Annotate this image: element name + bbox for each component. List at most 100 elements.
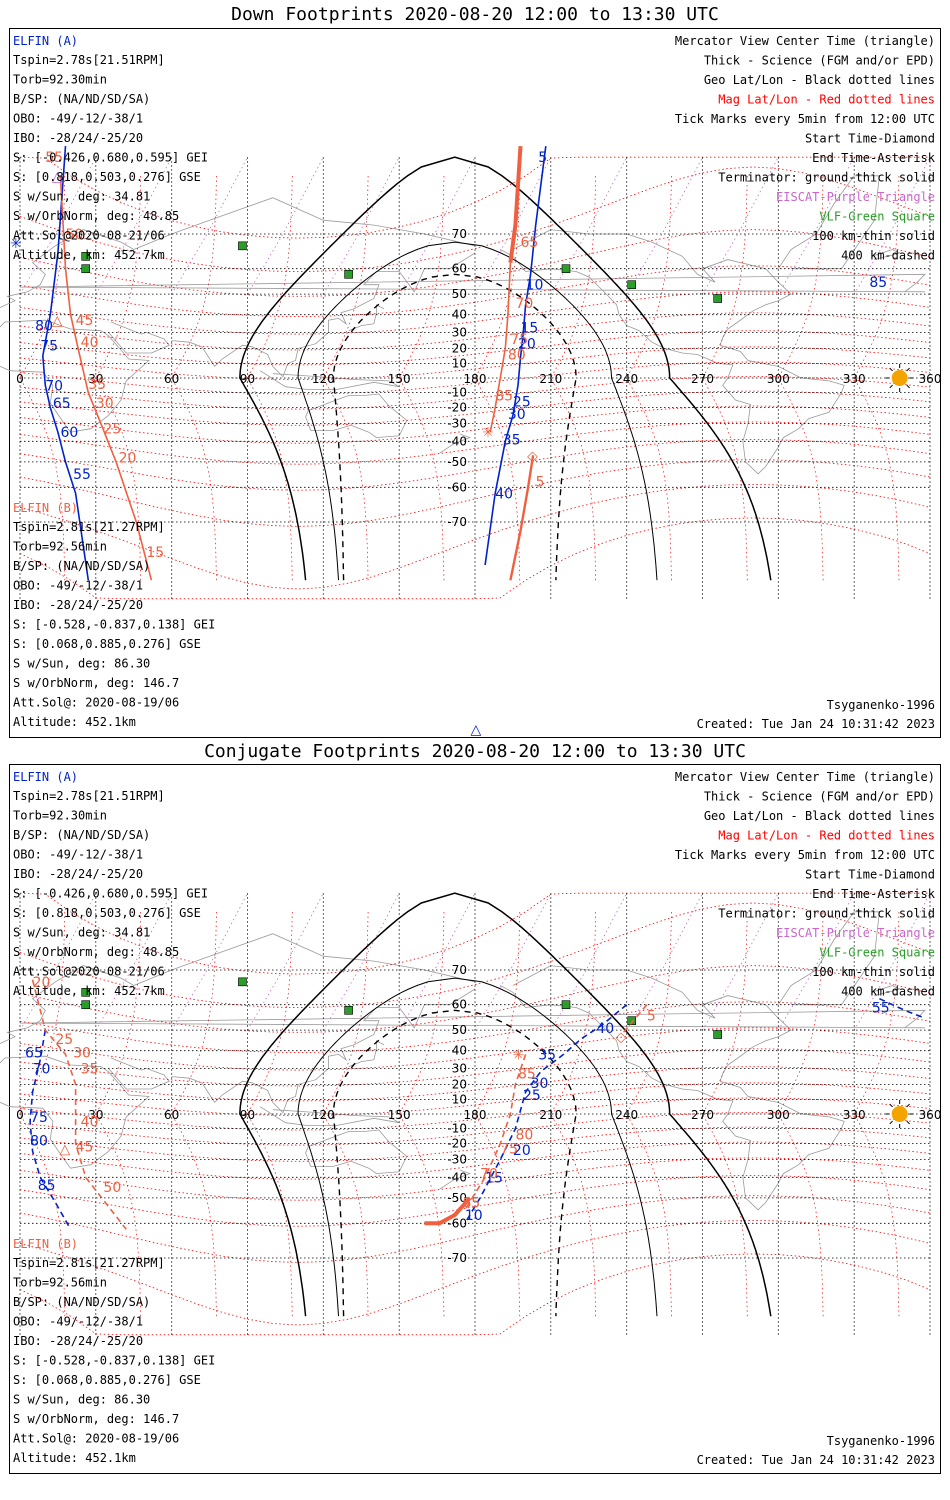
coastline bbox=[19, 273, 926, 293]
elfin-a-info-line: IBO: -28/24/-25/20 bbox=[13, 867, 143, 881]
terminator-100km-line bbox=[297, 977, 658, 1317]
lat-tick-label: -60 bbox=[447, 1216, 467, 1230]
elfin-a-time-label: 75 bbox=[30, 1110, 48, 1126]
terminator-400km-line bbox=[332, 273, 577, 581]
lon-tick-label: 120 bbox=[312, 372, 335, 386]
lat-tick-label: 20 bbox=[452, 1077, 467, 1091]
elfin-b-info-line: B/SP: (NA/ND/SD/SA) bbox=[13, 559, 150, 573]
lon-tick-label: 240 bbox=[615, 1108, 638, 1122]
elfin-b-time-label: 35 bbox=[81, 1061, 99, 1077]
legend-item: Mercator View Center Time (triangle) bbox=[675, 34, 935, 48]
purple-dotted-line bbox=[777, 157, 855, 295]
elfin-b-info-line: Att.Sol@: 2020-08-19/06 bbox=[13, 1432, 179, 1446]
purple-dotted-line bbox=[474, 893, 552, 1031]
elfin-a-header: ELFIN (A) bbox=[13, 34, 78, 48]
mag-lat-line bbox=[19, 166, 931, 272]
purple-dotted-line bbox=[474, 157, 552, 295]
elfin-a-track-east bbox=[879, 997, 926, 1019]
coastline bbox=[439, 433, 472, 454]
lat-tick-label: 40 bbox=[452, 1044, 467, 1058]
sun-ray bbox=[889, 1103, 893, 1108]
elfin-a-track bbox=[484, 145, 547, 566]
mag-lat-line bbox=[19, 1157, 931, 1201]
elfin-b-track-science bbox=[508, 145, 523, 263]
lat-tick-label: 30 bbox=[452, 325, 467, 339]
model-name: Tsyganenko-1996 bbox=[827, 1434, 935, 1448]
lon-tick-label: 360 bbox=[919, 1108, 942, 1122]
elfin-a-time-label: 40 bbox=[495, 486, 513, 502]
legend-item: Terminator: ground-thick solid bbox=[718, 171, 935, 185]
coastline bbox=[19, 1009, 926, 1029]
purple-dotted-line bbox=[853, 893, 931, 1031]
elfin-b-info-line: S: [0.068,0.885,0.276] GSE bbox=[13, 1373, 201, 1387]
elfin-b-time-label: 40 bbox=[81, 1114, 99, 1130]
elfin-a-time-label: 65 bbox=[25, 1046, 43, 1062]
panel-title-conjugate: Conjugate Footprints 2020-08-20 12:00 to… bbox=[204, 741, 746, 762]
elfin-b-info-line: S: [-0.528,-0.837,0.138] GEI bbox=[13, 1354, 215, 1368]
lon-tick-label: 30 bbox=[88, 1108, 103, 1122]
map-panel-conjugate: 0 30 60 90 120 150 180 210 240 270 300 330 360 70 60 50… bbox=[0, 764, 942, 1474]
elfin-b-time-label: 5 bbox=[536, 475, 545, 491]
elfin-b-info-line: Tspin=2.81s[21.27RPM] bbox=[13, 1256, 165, 1270]
elfin-b-time-label: 75 bbox=[510, 332, 528, 348]
elfin-a-time-label: 55 bbox=[73, 467, 91, 483]
elfin-a-time-label: 20 bbox=[513, 1143, 531, 1159]
legend-item: Start Time-Diamond bbox=[805, 132, 935, 146]
elfin-b-time-label: 25 bbox=[103, 422, 121, 438]
lat-tick-label: -20 bbox=[447, 401, 467, 415]
vlf-green-square bbox=[627, 1016, 637, 1025]
elfin-a-info-line: OBO: -49/-12/-38/1 bbox=[13, 848, 143, 862]
elfin-a-time-label: 35 bbox=[503, 432, 521, 448]
lon-tick-label: 210 bbox=[539, 372, 562, 386]
lat-tick-label: 50 bbox=[452, 287, 467, 301]
elfin-b-info: ELFIN (B) Tspin=2.81s[21.27RPM] Torb=92.56… bbox=[13, 1237, 215, 1465]
vlf-green-square bbox=[561, 1000, 571, 1009]
elfin-a-time-label: 5 bbox=[538, 150, 547, 166]
vlf-green-square bbox=[627, 280, 637, 289]
created-timestamp: Created: Tue Jan 24 10:31:42 2023 bbox=[697, 1453, 935, 1467]
legend-item: 100 km-thin solid bbox=[812, 965, 935, 979]
elfin-a-info-line: S: [-0.426,0.680,0.595] GEI bbox=[13, 887, 208, 901]
elfin-a-info-line: Torb=92.30min bbox=[13, 809, 107, 823]
lon-tick-label: 90 bbox=[240, 1108, 255, 1122]
lat-tick-label: -30 bbox=[447, 1153, 467, 1167]
elfin-a-info-line: S w/Sun, deg: 34.81 bbox=[13, 190, 150, 204]
legend-item: EISCAT-Purple Triangle bbox=[776, 190, 935, 204]
purple-dotted-line bbox=[95, 893, 173, 1031]
mag-lat-line bbox=[19, 902, 931, 1008]
vlf-green-square bbox=[713, 294, 722, 303]
mag-lat-line bbox=[19, 1174, 931, 1227]
elfin-b-info-line: Tspin=2.81s[21.27RPM] bbox=[13, 520, 165, 534]
lon-tick-label: 0 bbox=[16, 372, 24, 386]
elfin-a-time-label: 15 bbox=[485, 1170, 503, 1186]
elfin-b-header: ELFIN (B) bbox=[13, 501, 78, 515]
purple-dotted-line bbox=[626, 157, 703, 295]
legend-item: End Time-Asterisk bbox=[812, 151, 936, 165]
lon-tick-label: 300 bbox=[767, 372, 790, 386]
legend-item: Thick - Science (FGM and/or EPD) bbox=[704, 54, 935, 68]
elfin-a-info-line: B/SP: (NA/ND/SD/SA) bbox=[13, 828, 150, 842]
elfin-a-time-label: 15 bbox=[521, 320, 539, 336]
elfin-b-time-label: 65 bbox=[462, 1195, 480, 1211]
elfin-b-time-label: 50 bbox=[103, 1180, 121, 1196]
lon-tick-label: 240 bbox=[615, 372, 638, 386]
elfin-a-info-line: Altitude, km: 452.7km bbox=[13, 248, 165, 262]
elfin-b-time-label: 45 bbox=[76, 1140, 94, 1156]
purple-dotted-line bbox=[171, 893, 248, 1031]
elfin-b-time-label: 25 bbox=[55, 1032, 73, 1048]
elfin-a-time-label: 75 bbox=[40, 338, 58, 354]
model-name: Tsyganenko-1996 bbox=[827, 698, 935, 712]
elfin-b-time-label: 50 bbox=[66, 227, 84, 243]
lon-tick-label: 180 bbox=[464, 1108, 487, 1122]
elfin-b-track-science bbox=[424, 1196, 472, 1226]
vlf-green-square bbox=[561, 264, 571, 273]
legend-item: Mag Lat/Lon - Red dotted lines bbox=[718, 93, 935, 107]
elfin-b-time-label: 85 bbox=[518, 1066, 536, 1082]
coastline bbox=[305, 393, 408, 439]
end-time-asterisk: ✳ bbox=[482, 425, 494, 441]
elfin-a-time-label: 40 bbox=[596, 1021, 614, 1037]
elfin-b-info-line: IBO: -28/24/-25/20 bbox=[13, 1334, 143, 1348]
center-time-triangle: △ bbox=[471, 722, 482, 738]
elfin-a-time-label: 55 bbox=[872, 1001, 890, 1017]
end-time-asterisk: ✳ bbox=[513, 1047, 525, 1063]
